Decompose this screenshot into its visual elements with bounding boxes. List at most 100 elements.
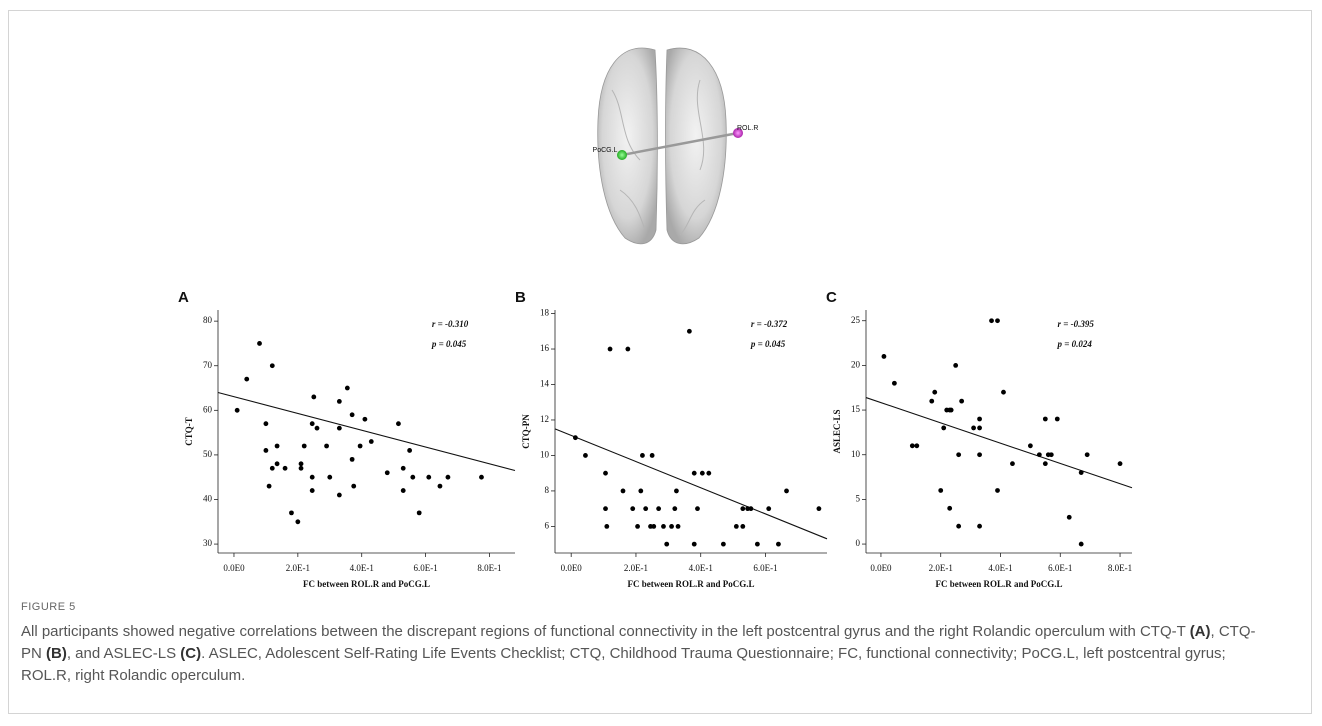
data-point bbox=[989, 318, 994, 324]
data-point bbox=[881, 354, 887, 359]
data-point bbox=[740, 523, 746, 529]
y-tick-label: 0 bbox=[856, 538, 861, 548]
data-point bbox=[1036, 452, 1042, 458]
data-point bbox=[368, 439, 374, 444]
y-tick-label: 50 bbox=[203, 449, 213, 459]
left-hemisphere bbox=[597, 47, 658, 245]
data-point bbox=[349, 412, 355, 418]
data-point bbox=[426, 474, 432, 480]
caption-panel-ref: (A) bbox=[1189, 623, 1211, 640]
data-point bbox=[1042, 461, 1048, 467]
data-point bbox=[400, 488, 406, 493]
data-point bbox=[396, 421, 401, 427]
data-point bbox=[977, 416, 982, 422]
data-point bbox=[479, 474, 484, 480]
right-hemisphere bbox=[665, 47, 727, 245]
data-point bbox=[691, 541, 697, 547]
panel-label: A bbox=[178, 289, 189, 306]
data-point bbox=[699, 470, 705, 476]
data-point bbox=[357, 443, 363, 449]
data-point bbox=[336, 425, 342, 431]
data-point bbox=[244, 376, 250, 382]
data-point bbox=[336, 399, 342, 404]
data-point bbox=[1078, 541, 1084, 547]
data-point bbox=[914, 443, 920, 449]
figure-caption: All participants showed negative correla… bbox=[21, 621, 1271, 687]
data-point bbox=[977, 452, 982, 458]
x-tick-label: 6.0E-1 bbox=[413, 563, 437, 573]
node-rol bbox=[733, 128, 743, 138]
data-point bbox=[1066, 514, 1072, 520]
data-point bbox=[695, 506, 700, 512]
data-point bbox=[953, 362, 959, 368]
connection bbox=[621, 131, 739, 157]
data-point bbox=[909, 443, 915, 449]
data-point bbox=[733, 523, 739, 529]
data-point bbox=[289, 510, 294, 516]
brain: PoCG.L ROL.R bbox=[593, 47, 758, 245]
x-axis-label: FC between ROL.R and PoCG.L bbox=[303, 579, 430, 589]
data-point bbox=[1078, 470, 1084, 475]
caption-text: All participants showed negative correla… bbox=[21, 623, 1190, 640]
data-point bbox=[603, 470, 608, 476]
data-point bbox=[263, 421, 269, 427]
data-point bbox=[298, 465, 304, 471]
panel-label: C bbox=[826, 289, 837, 306]
y-tick-label: 6 bbox=[545, 520, 550, 530]
data-point bbox=[661, 523, 666, 529]
data-point bbox=[956, 452, 962, 458]
data-point bbox=[604, 523, 610, 529]
y-tick-label: 18 bbox=[540, 308, 550, 318]
data-point bbox=[351, 483, 357, 489]
data-point bbox=[740, 506, 746, 512]
data-point bbox=[295, 519, 301, 525]
data-point bbox=[309, 421, 315, 427]
trend-line bbox=[217, 391, 516, 472]
data-point bbox=[362, 416, 368, 422]
x-tick-label: 2.0E-1 bbox=[624, 563, 648, 573]
x-tick-label: 4.0E-1 bbox=[988, 563, 1012, 573]
data-point bbox=[349, 456, 355, 462]
data-point bbox=[384, 470, 390, 476]
caption-text: , and ASLEC-LS bbox=[66, 645, 181, 662]
data-point bbox=[656, 506, 662, 512]
y-tick-label: 30 bbox=[203, 538, 213, 548]
data-point bbox=[311, 394, 317, 400]
data-point bbox=[971, 425, 976, 431]
y-tick-label: 15 bbox=[851, 404, 861, 414]
y-tick-label: 12 bbox=[540, 414, 549, 424]
data-point bbox=[754, 541, 760, 547]
data-point bbox=[816, 506, 822, 512]
data-point bbox=[274, 443, 280, 449]
y-tick-label: 40 bbox=[203, 494, 213, 504]
y-axis-label: ASLEC-LS bbox=[832, 409, 842, 453]
data-point bbox=[941, 425, 947, 431]
figure-frame: FIGURE 5 All participants showed negativ… bbox=[8, 10, 1312, 714]
data-point bbox=[929, 398, 935, 404]
data-point bbox=[344, 385, 350, 391]
data-point bbox=[266, 483, 272, 489]
x-tick-label: 2.0E-1 bbox=[929, 563, 953, 573]
y-tick-label: 70 bbox=[203, 360, 213, 370]
brain-label: PoCG.L bbox=[593, 147, 618, 154]
x-tick-label: 0.0E0 bbox=[561, 563, 583, 573]
figure-label: FIGURE 5 bbox=[21, 601, 76, 613]
data-point bbox=[1001, 389, 1006, 395]
annotation: r = -0.395 bbox=[1058, 319, 1095, 329]
trend-line bbox=[554, 428, 828, 540]
data-point bbox=[309, 488, 315, 493]
y-tick-label: 14 bbox=[540, 379, 550, 389]
data-point bbox=[664, 541, 670, 547]
y-tick-label: 8 bbox=[545, 485, 550, 495]
data-point bbox=[720, 541, 726, 547]
data-point bbox=[269, 465, 275, 471]
y-tick-label: 20 bbox=[851, 359, 861, 369]
data-point bbox=[1010, 461, 1015, 467]
data-point bbox=[1042, 416, 1048, 422]
data-point bbox=[948, 407, 954, 413]
data-point bbox=[649, 453, 655, 458]
caption-text: , CTQ-PN bbox=[21, 623, 1256, 662]
x-tick-label: 8.0E-1 bbox=[477, 563, 501, 573]
data-point bbox=[932, 389, 938, 395]
